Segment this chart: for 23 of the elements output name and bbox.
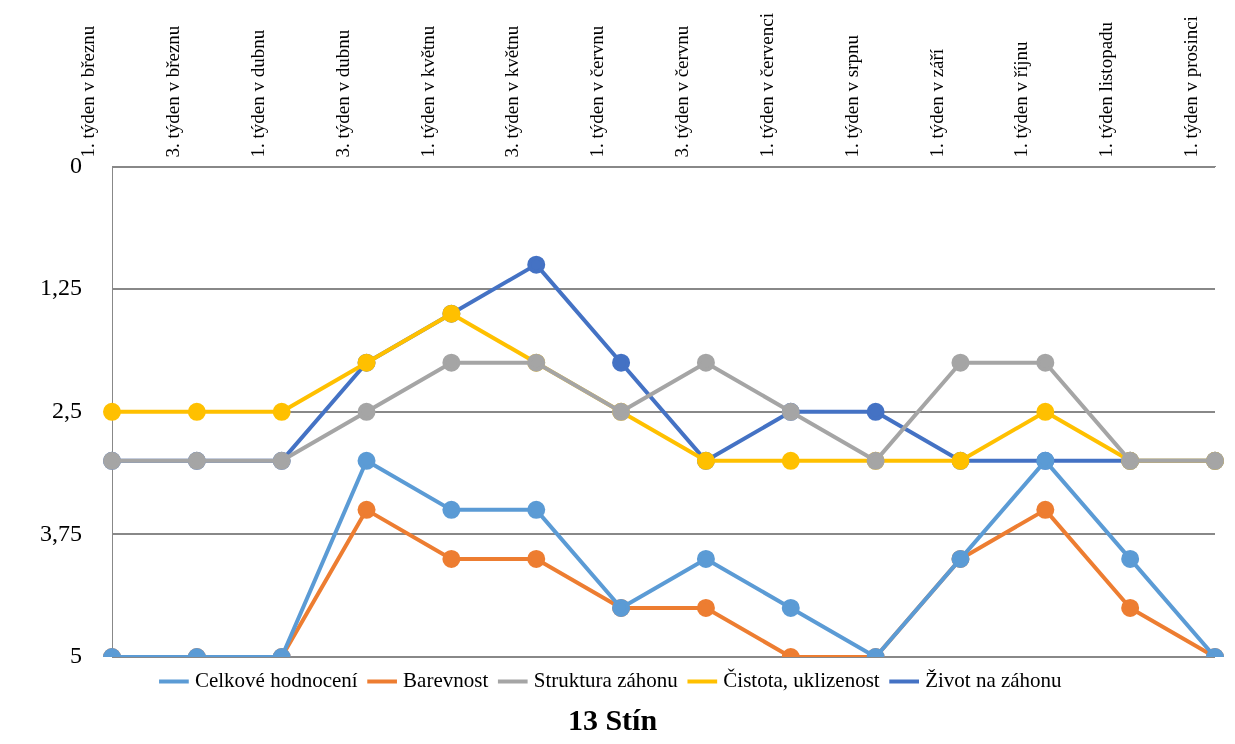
- y-tick-label: 1,25: [40, 274, 82, 301]
- x-tick-label: 1. týden v červnu: [586, 25, 608, 158]
- y-tick-label: 2,5: [52, 397, 82, 424]
- x-tick-label: 3. týden v květnu: [501, 25, 523, 158]
- y-tick-label: 3,75: [40, 519, 82, 546]
- x-tick-label: 3. týden v červnu: [671, 25, 693, 158]
- legend-label: Život na záhonu: [925, 668, 1063, 693]
- x-tick-label: 3. týden v březnu: [162, 25, 184, 158]
- x-tick-label: 1. týden v září: [925, 48, 947, 158]
- x-tick-label: 1. týden v květnu: [416, 25, 438, 158]
- x-tick-label: 3. týden v dubnu: [331, 29, 353, 158]
- y-tick-label: 5: [70, 642, 82, 669]
- x-tick-label: 1. týden v prosinci: [1180, 16, 1202, 158]
- x-tick-label: 1. týden v říjnu: [1010, 40, 1032, 158]
- legend-label: Celkové hodnocení: [194, 668, 358, 693]
- x-tick-label: 1. týden listopadu: [1095, 21, 1117, 158]
- x-tick-label: 1. týden v dubnu: [246, 29, 268, 158]
- text: 13 Stín: [567, 702, 658, 736]
- legend-label: Barevnost: [403, 668, 489, 693]
- x-tick-label: 1. týden v červenci: [755, 12, 777, 158]
- x-tick-label: 1. týden v srpnu: [840, 34, 862, 158]
- legend-label: Struktura záhonu: [533, 668, 679, 693]
- legend-label: Čistota, uklizenost: [723, 668, 880, 693]
